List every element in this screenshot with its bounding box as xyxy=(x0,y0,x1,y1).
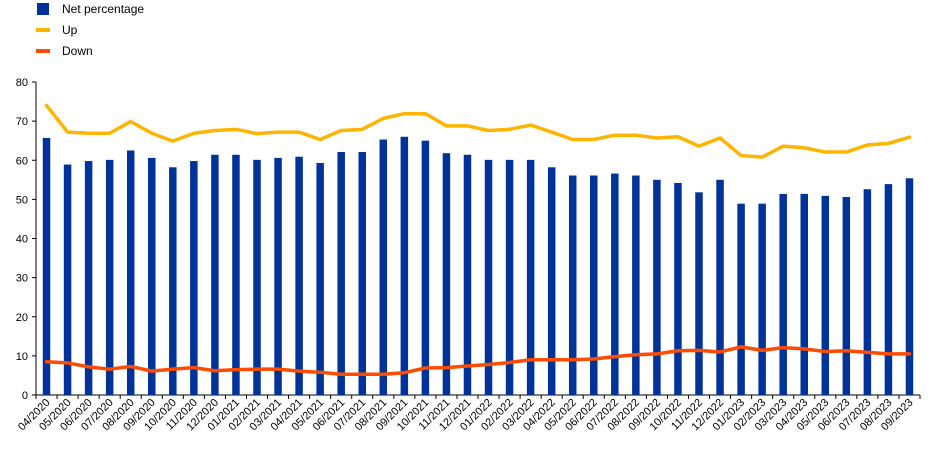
bar-net-percentage xyxy=(632,175,640,395)
y-tick-label: 60 xyxy=(16,155,28,167)
bar-net-percentage xyxy=(400,136,409,395)
bar-net-percentage xyxy=(653,179,661,395)
bar-net-percentage xyxy=(442,153,451,395)
bar-net-percentage xyxy=(526,159,535,395)
bar-net-percentage xyxy=(358,152,366,395)
legend-swatch-bar xyxy=(37,3,49,15)
bar-net-percentage xyxy=(884,184,893,395)
bar-net-percentage xyxy=(190,161,198,395)
line-up xyxy=(44,103,912,159)
bar-net-percentage xyxy=(505,159,514,395)
y-tick-label: 10 xyxy=(16,351,28,363)
bar-net-percentage xyxy=(463,154,472,395)
bar-net-percentage xyxy=(253,159,261,395)
bar-net-percentage xyxy=(295,156,303,395)
bar-series xyxy=(42,136,914,396)
bar-net-percentage xyxy=(716,179,724,395)
bar-net-percentage xyxy=(737,203,745,395)
bar-net-percentage xyxy=(274,157,282,395)
y-tick-label: 30 xyxy=(16,273,28,285)
bar-net-percentage xyxy=(905,178,914,395)
bar-net-percentage xyxy=(590,175,598,395)
bar-net-percentage xyxy=(821,195,830,395)
y-tick-label: 20 xyxy=(16,312,28,324)
bar-net-percentage xyxy=(337,152,345,395)
bar-net-percentage xyxy=(105,159,114,395)
bar-net-percentage xyxy=(232,154,240,395)
bar-net-percentage xyxy=(611,173,619,395)
bar-net-percentage xyxy=(211,154,219,395)
y-tick-label: 50 xyxy=(16,194,28,206)
line-series xyxy=(44,103,912,377)
bar-net-percentage xyxy=(863,189,872,395)
bar-net-percentage xyxy=(842,197,851,395)
legend-label: Net percentage xyxy=(62,2,144,16)
bar-net-percentage xyxy=(126,150,135,395)
y-tick-label: 0 xyxy=(22,390,28,402)
bar-net-percentage xyxy=(84,161,93,395)
bar-net-percentage xyxy=(695,192,703,395)
bar-net-percentage xyxy=(148,157,156,395)
y-tick-label: 80 xyxy=(16,77,28,89)
bar-net-percentage xyxy=(674,182,682,395)
legend-label: Down xyxy=(62,44,93,58)
bar-net-percentage xyxy=(800,193,808,395)
axes: 0 10 20 30 40 50 60 70 80 xyxy=(16,77,921,402)
legend: Net percentage Up Down xyxy=(36,2,144,58)
legend-label: Up xyxy=(62,23,78,37)
bar-net-percentage xyxy=(421,140,430,395)
bar-net-percentage xyxy=(547,167,556,395)
x-axis-labels: 04/202005/202006/202007/202008/202009/20… xyxy=(16,397,916,434)
bar-net-percentage xyxy=(568,175,577,395)
y-tick-label: 70 xyxy=(16,116,28,128)
y-tick-label: 40 xyxy=(16,234,28,246)
bar-net-percentage xyxy=(379,139,388,395)
line-down xyxy=(44,345,912,377)
bar-net-percentage xyxy=(779,193,787,395)
bar-net-percentage xyxy=(316,162,324,395)
bar-net-percentage xyxy=(758,203,766,395)
bar-net-percentage xyxy=(484,159,493,395)
bar-net-percentage xyxy=(169,167,177,395)
bar-net-percentage xyxy=(42,137,51,396)
bar-net-percentage xyxy=(63,164,72,395)
